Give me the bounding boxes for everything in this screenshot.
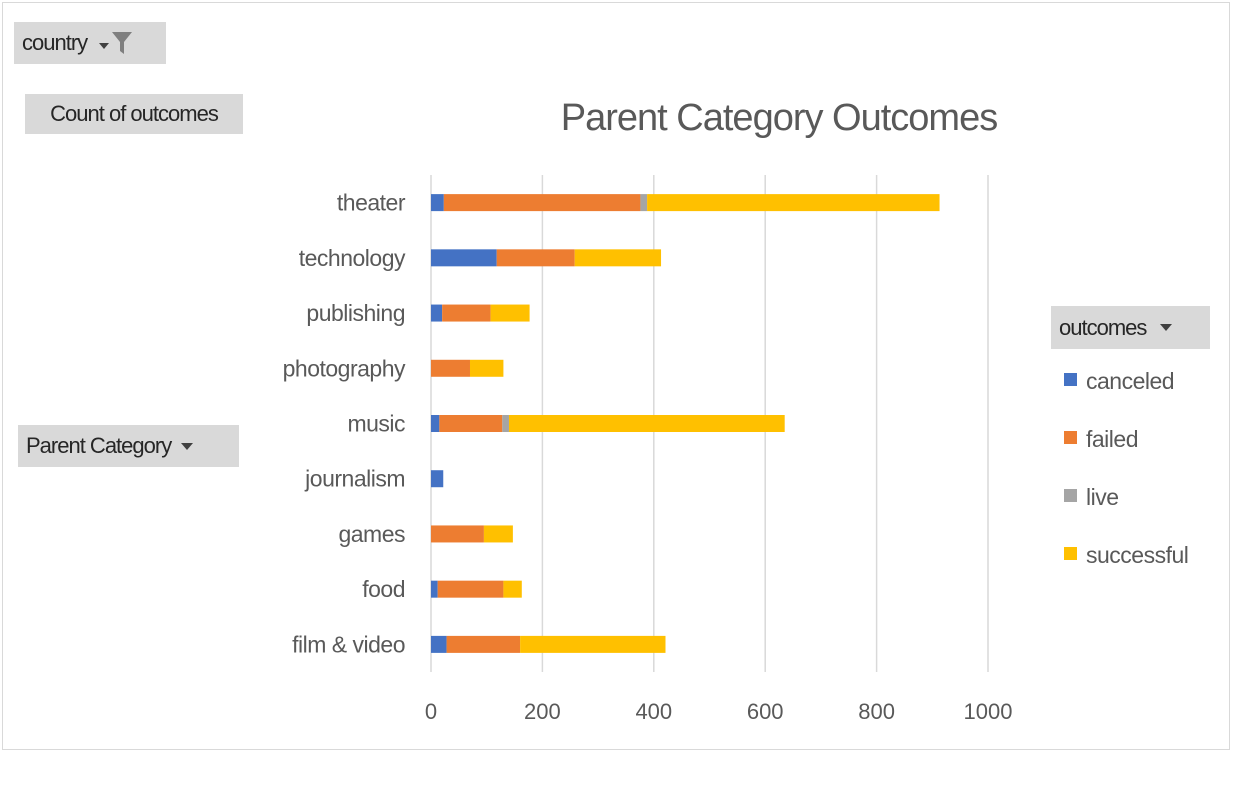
parent-category-filter-label: Parent Category — [26, 433, 172, 458]
bar-segment-canceled — [431, 580, 438, 598]
category-label: film & video — [292, 631, 405, 657]
bar-segment-successful — [508, 415, 785, 432]
filter-icon — [112, 32, 133, 54]
bar-segment-failed — [446, 635, 521, 653]
legend: canceled failed live successful — [1064, 368, 1189, 568]
category-label: technology — [299, 245, 406, 271]
country-filter-label: country — [22, 30, 88, 55]
x-tick-label: 0 — [425, 699, 437, 724]
bar-segment-live — [502, 415, 509, 432]
category-label: journalism — [304, 466, 405, 492]
bar-segment-live — [640, 194, 648, 212]
chevron-down-icon — [1160, 324, 1173, 331]
values-field-label: Count of outcomes — [25, 94, 243, 134]
category-label: music — [347, 411, 405, 437]
legend-label: successful — [1086, 542, 1188, 568]
bar-segment-canceled — [431, 249, 497, 267]
legend-swatch — [1064, 489, 1077, 502]
legend-swatch — [1064, 373, 1077, 386]
category-label: theater — [337, 190, 406, 216]
bar-segment-failed — [431, 525, 484, 543]
bars — [431, 194, 940, 653]
bar-segment-failed — [496, 249, 575, 267]
x-tick-label: 400 — [635, 699, 672, 724]
bar-segment-successful — [490, 304, 530, 322]
x-tick-label: 1000 — [964, 699, 1013, 724]
legend-label: failed — [1086, 426, 1138, 452]
category-labels: theater technology publishing photography mu… — [283, 190, 407, 658]
outcomes-filter-button[interactable]: outcomes — [1051, 306, 1210, 349]
bar-segment-canceled — [431, 304, 443, 322]
x-tick-label: 600 — [747, 699, 784, 724]
bar-segment-failed — [431, 359, 470, 377]
legend-swatch — [1064, 431, 1077, 444]
category-label: games — [338, 521, 405, 547]
bar-segment-successful — [503, 580, 522, 598]
bar-segment-successful — [469, 359, 504, 377]
bar-segment-failed — [437, 580, 504, 598]
country-filter-button[interactable]: country — [14, 22, 166, 64]
bar-segment-canceled — [431, 194, 444, 212]
bar-segment-canceled — [431, 635, 447, 653]
category-label: publishing — [306, 300, 405, 326]
category-label: food — [362, 576, 405, 602]
x-axis-ticks: 0 200 400 600 800 1000 — [425, 699, 1013, 724]
bar-segment-successful — [483, 525, 513, 543]
x-tick-label: 800 — [858, 699, 895, 724]
chevron-down-icon — [99, 43, 110, 49]
chart-title: Parent Category Outcomes — [561, 97, 997, 139]
bar-segment-failed — [442, 304, 491, 322]
chevron-down-icon — [181, 442, 194, 450]
bar-segment-successful — [520, 635, 666, 653]
legend-swatch — [1064, 547, 1077, 560]
values-field-text: Count of outcomes — [50, 101, 219, 126]
category-label: photography — [283, 355, 406, 381]
bar-segment-canceled — [431, 470, 444, 488]
legend-label: canceled — [1086, 368, 1174, 394]
bar-segment-failed — [443, 194, 641, 212]
legend-label: live — [1086, 484, 1119, 510]
bar-segment-failed — [439, 415, 503, 432]
parent-category-filter-button[interactable]: Parent Category — [18, 425, 239, 467]
x-tick-label: 200 — [524, 699, 561, 724]
bar-segment-successful — [574, 249, 662, 267]
outcomes-filter-label: outcomes — [1059, 314, 1147, 340]
bar-segment-successful — [647, 194, 940, 212]
bar-segment-canceled — [431, 415, 440, 432]
